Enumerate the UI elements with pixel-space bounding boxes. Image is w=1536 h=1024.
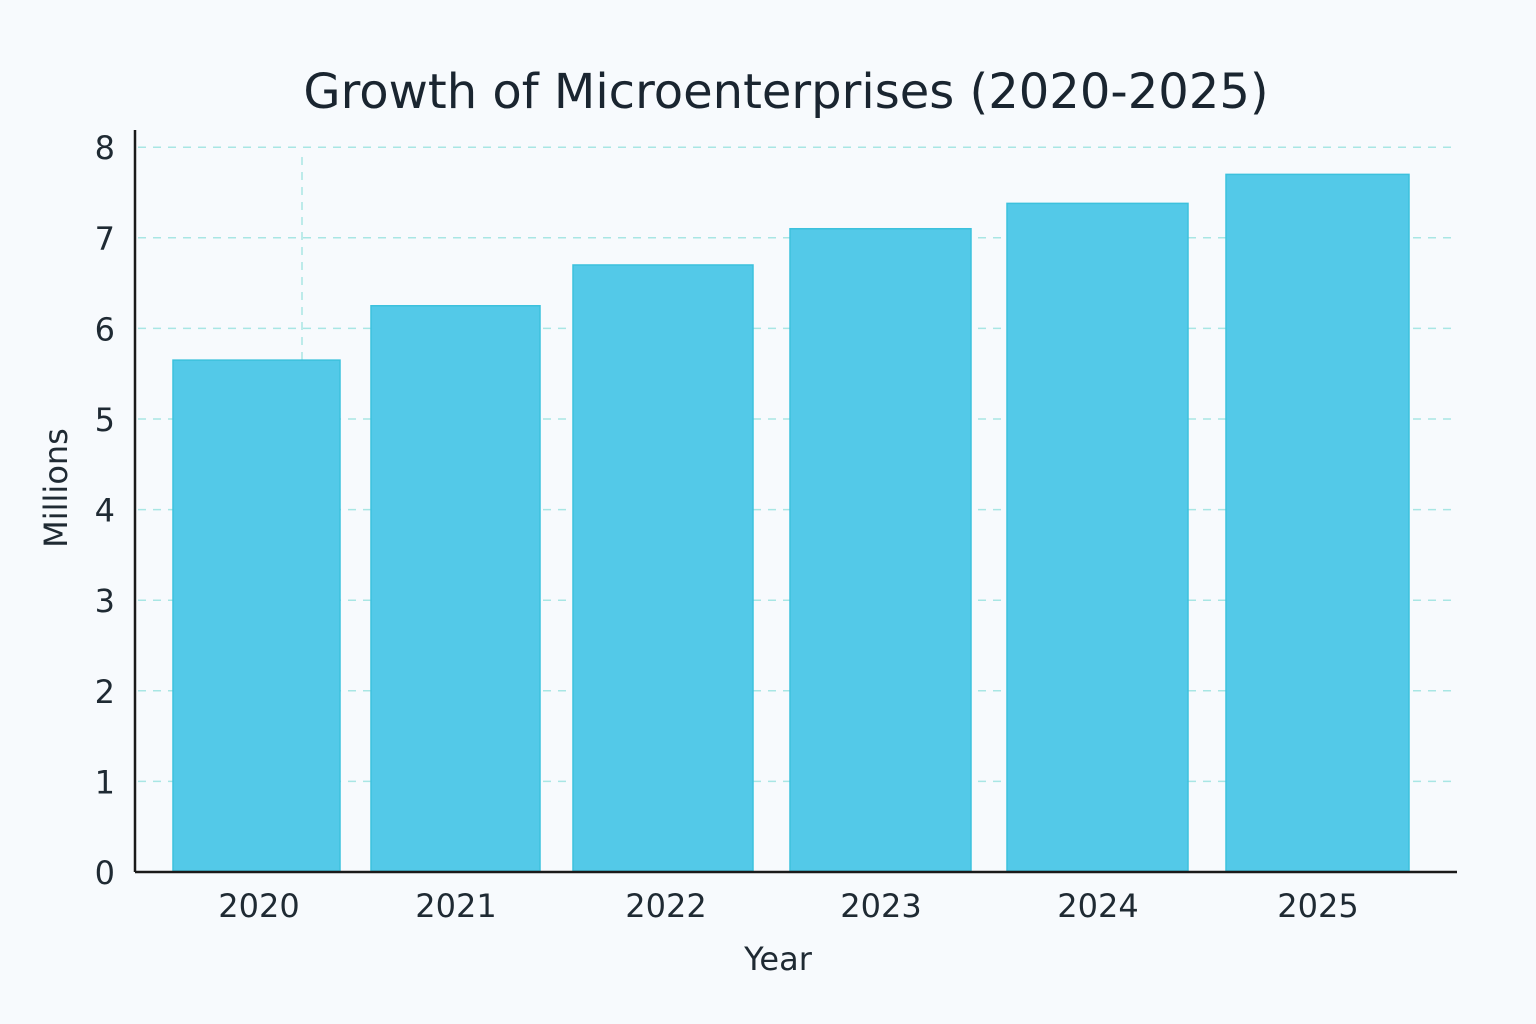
y-tick-label-7: 7 — [95, 220, 115, 258]
y-axis-label: Millions — [37, 428, 75, 548]
bar-2021 — [370, 305, 541, 872]
bar-2023 — [789, 227, 972, 872]
y-tick-label-4: 4 — [95, 492, 115, 530]
x-tick-label-2021: 2021 — [415, 887, 496, 925]
chart-title: Growth of Microenterprises (2020-2025) — [303, 64, 1268, 120]
y-tick-label-0: 0 — [95, 854, 115, 892]
x-tick-label-2024: 2024 — [1057, 887, 1138, 925]
x-tick-label-2023: 2023 — [840, 887, 921, 925]
y-tick-label-3: 3 — [95, 582, 115, 620]
bar-2022 — [572, 264, 754, 872]
y-tick-label-8: 8 — [95, 129, 115, 167]
y-tick-label-6: 6 — [95, 310, 115, 348]
bar-2020 — [172, 359, 341, 872]
bars — [172, 173, 1410, 872]
y-tick-label-5: 5 — [95, 401, 115, 439]
x-axis-label: Year — [743, 940, 813, 978]
y-tick-label-1: 1 — [95, 763, 115, 801]
x-tick-labels: 2020 2021 2022 2023 2024 2025 — [218, 887, 1358, 925]
y-tick-label-2: 2 — [95, 673, 115, 711]
bar-2025 — [1225, 173, 1410, 872]
x-tick-label-2025: 2025 — [1277, 887, 1358, 925]
x-tick-label-2020: 2020 — [218, 887, 299, 925]
x-tick-label-2022: 2022 — [625, 887, 706, 925]
y-tick-labels: 0 1 2 3 4 5 6 7 8 — [95, 129, 115, 892]
bar-2024 — [1006, 202, 1189, 872]
